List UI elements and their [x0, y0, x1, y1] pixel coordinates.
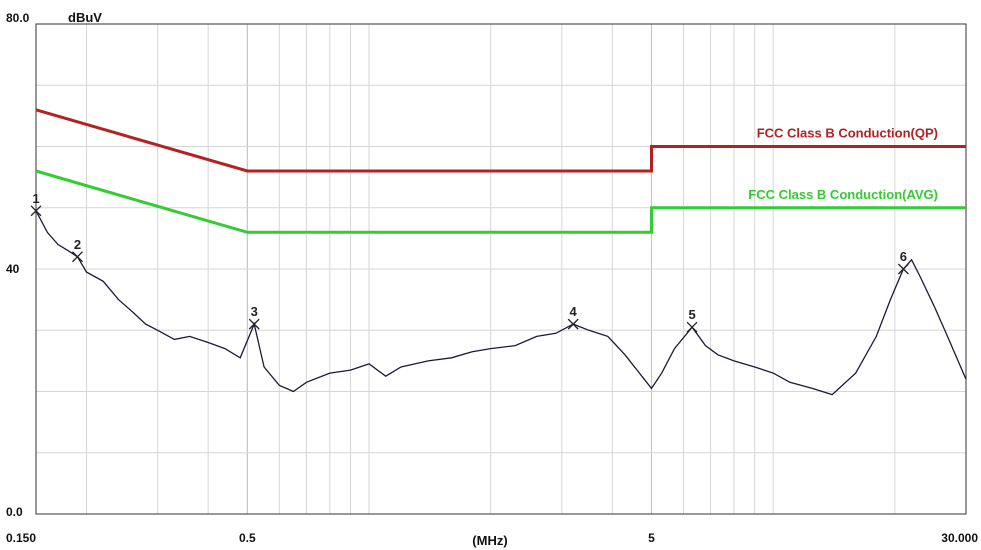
peak-marker-label: 4 — [570, 304, 578, 319]
measurement-trace-line — [35, 210, 967, 396]
peak-marker-cross — [30, 205, 42, 217]
peak-markers: 1 2 3 4 5 6 — [30, 191, 909, 333]
limit-line-2 — [35, 169, 966, 234]
limit-line-1 — [35, 108, 966, 173]
limit-line-label-1: FCC Class B Conduction(QP) — [757, 126, 938, 141]
x-axis-label: (MHz) — [472, 533, 507, 548]
peak-marker: 2 — [72, 237, 83, 263]
y-tick-label: 80.0 — [6, 11, 30, 25]
peak-marker-label: 2 — [74, 237, 81, 252]
peak-marker: 3 — [248, 304, 260, 330]
plot-frame — [35, 23, 967, 515]
peak-marker-cross — [686, 321, 698, 333]
peak-marker-cross — [248, 318, 260, 330]
x-tick-label: 0.5 — [239, 531, 256, 545]
limit-lines: FCC Class B Conduction(QP) FCC Class B Co… — [35, 108, 966, 234]
y-unit-label: dBuV — [68, 10, 102, 25]
peak-marker: 6 — [897, 249, 909, 275]
peak-marker: 4 — [567, 304, 579, 330]
limit-line-label-2: FCC Class B Conduction(AVG) — [748, 187, 938, 202]
peak-marker-label: 6 — [900, 249, 907, 264]
peak-marker-label: 5 — [688, 307, 695, 322]
peak-marker: 5 — [686, 307, 698, 333]
peak-marker-cross — [897, 263, 909, 275]
x-tick-label: 30.000 — [941, 531, 978, 545]
peak-marker-label: 3 — [251, 304, 258, 319]
peak-marker-cross — [72, 251, 83, 263]
measurement-trace — [35, 210, 967, 396]
peak-marker: 1 — [30, 191, 42, 217]
y-tick-label: 40 — [6, 262, 20, 276]
x-tick-label: 5 — [648, 531, 655, 545]
x-tick-label: 0.150 — [6, 531, 36, 545]
peak-marker-label: 1 — [32, 191, 39, 206]
peak-marker-cross — [567, 318, 579, 330]
y-tick-label: 0.0 — [6, 505, 23, 519]
axis-ticks: 0.150 0.5 5 30.000 80.0 40 0.0 — [6, 11, 978, 545]
